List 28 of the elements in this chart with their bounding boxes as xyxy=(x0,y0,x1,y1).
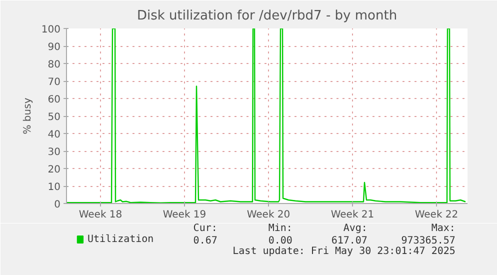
y-tick-label: 60 xyxy=(48,94,61,106)
y-axis-title: % busy xyxy=(22,98,34,134)
text: Max: xyxy=(431,223,456,234)
x-tick-label: Week 20 xyxy=(246,210,290,220)
y-tick-label: 40 xyxy=(48,130,61,140)
text: Last update: Fri May 30 23:01:47 2025 xyxy=(232,246,456,257)
x-tick-label: Week 19 xyxy=(162,210,206,220)
text: 973365.57 xyxy=(401,236,456,246)
legend-label: Utilization xyxy=(87,234,154,245)
text: 0.00 xyxy=(268,236,292,246)
y-tick-label: 80 xyxy=(48,60,61,70)
x-tick-label: Week 21 xyxy=(330,210,374,220)
text: 617.07 xyxy=(331,236,368,246)
chart-title: Disk utilization for /dev/rbd7 - by month xyxy=(136,8,398,24)
text: 0.67 xyxy=(193,236,218,246)
text: Cur: xyxy=(193,223,218,234)
y-tick-label: 90 xyxy=(48,42,61,53)
y-tick-label: 50 xyxy=(48,112,61,123)
y-tick-label: 70 xyxy=(48,77,61,88)
text: Avg: xyxy=(343,223,368,234)
y-tick-label: 10 xyxy=(48,182,61,193)
x-tick-label: Week 22 xyxy=(414,210,458,220)
y-tick-label: 0 xyxy=(54,200,61,210)
y-tick-label: 100 xyxy=(41,24,61,36)
text: Min: xyxy=(268,223,292,234)
y-tick-label: 30 xyxy=(48,147,61,158)
x-tick-label: Week 18 xyxy=(78,210,122,220)
y-tick-label: 20 xyxy=(48,164,61,176)
